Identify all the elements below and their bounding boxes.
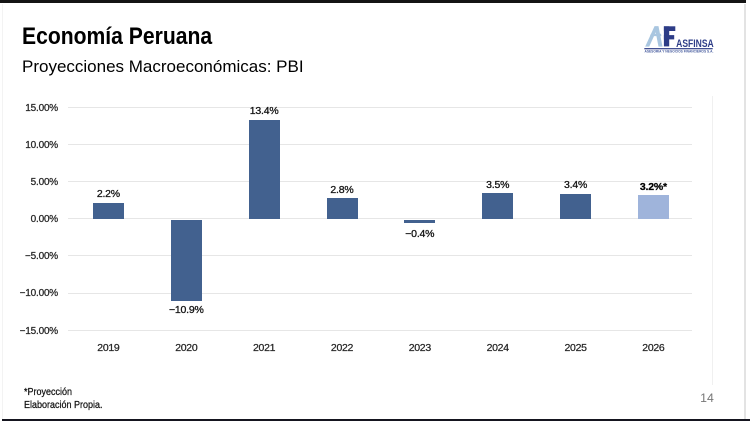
svg-text:ASFINSA: ASFINSA xyxy=(676,38,714,50)
svg-text:ASESORIA Y NEGOCIOS FINANCIERO: ASESORIA Y NEGOCIOS FINANCIEROS S.A. xyxy=(645,49,714,53)
